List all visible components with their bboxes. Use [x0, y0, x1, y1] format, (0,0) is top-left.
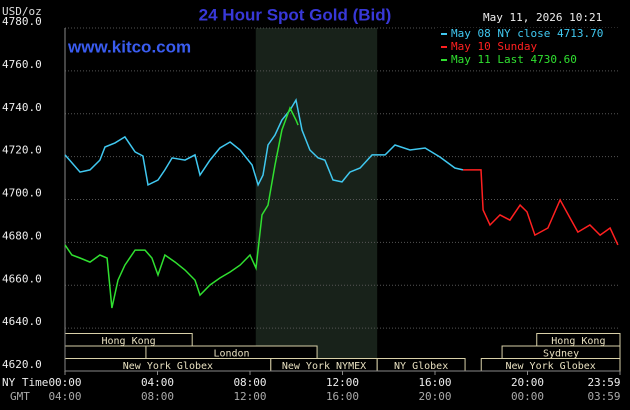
- x-row-label: GMT: [10, 390, 30, 403]
- highlight-band: [255, 28, 378, 371]
- legend-label: May 10 Sunday: [451, 40, 537, 53]
- x-tick-label-gmt: 20:00: [418, 390, 451, 403]
- y-tick-label: 4740.0: [2, 101, 42, 114]
- series-line: [64, 106, 299, 309]
- x-tick-label-gmt: 12:00: [233, 390, 266, 403]
- x-tick-label: 00:00: [48, 376, 81, 389]
- session-label: London: [213, 348, 249, 359]
- y-tick-label: 4760.0: [2, 58, 42, 71]
- legend-box: [437, 28, 620, 66]
- y-tick-label: 4640.0: [2, 315, 42, 328]
- timestamp: May 11, 2026 10:21: [483, 11, 602, 24]
- session-label: Hong Kong: [551, 336, 605, 347]
- session-label: New York NYMEX: [282, 361, 366, 372]
- y-tick-label: 4620.0: [2, 358, 42, 371]
- y-tick-label: 4680.0: [2, 229, 42, 242]
- y-tick-label: 4780.0: [2, 15, 42, 28]
- x-tick-label-gmt: 08:00: [141, 390, 174, 403]
- session-label: New York Globex: [505, 361, 595, 372]
- x-tick-label: 23:59: [587, 376, 620, 389]
- x-tick-label: 04:00: [141, 376, 174, 389]
- session-label: Sydney: [543, 348, 579, 359]
- legend-label: May 08 NY close 4713.70: [451, 27, 603, 40]
- x-tick-label-gmt: 03:59: [587, 390, 620, 403]
- chart-title: 24 Hour Spot Gold (Bid): [199, 5, 392, 24]
- y-axis-label: USD/oz: [2, 5, 42, 18]
- x-tick-label-gmt: 04:00: [48, 390, 81, 403]
- session-label: New York Globex: [123, 361, 213, 372]
- x-tick-label: 08:00: [233, 376, 266, 389]
- x-tick-label: 12:00: [326, 376, 359, 389]
- legend-label: May 11 Last 4730.60: [451, 53, 577, 66]
- y-tick-label: 4720.0: [2, 144, 42, 157]
- x-tick-label-gmt: 16:00: [326, 390, 359, 403]
- session-label: Hong Kong: [102, 336, 156, 347]
- series-line: [463, 169, 619, 246]
- x-tick-label: 16:00: [418, 376, 451, 389]
- source: www.kitco.com: [67, 37, 191, 56]
- x-tick-label: 20:00: [511, 376, 544, 389]
- x-tick-label-gmt: 00:00: [511, 390, 544, 403]
- x-row-label: NY Time: [2, 376, 48, 389]
- y-tick-label: 4700.0: [2, 187, 42, 200]
- y-tick-label: 4660.0: [2, 272, 42, 285]
- session-label: NY Globex: [394, 361, 448, 372]
- series-line: [64, 97, 464, 187]
